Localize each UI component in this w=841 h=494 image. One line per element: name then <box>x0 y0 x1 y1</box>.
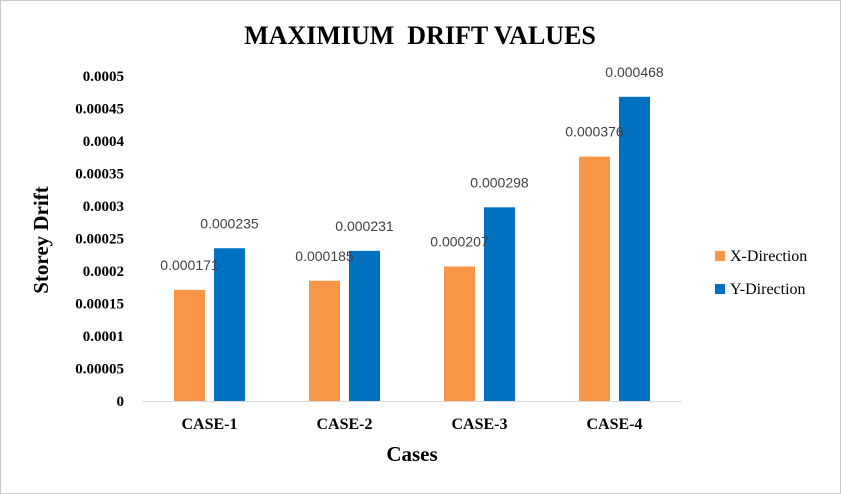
y-tick-label: 0.0004 <box>83 134 125 150</box>
y-tick-label: 0.00045 <box>75 102 124 118</box>
bars <box>174 96 650 402</box>
y-tick-label: 0.0001 <box>83 329 124 345</box>
legend-label: Y-Direction <box>730 281 806 298</box>
x-tick-label: CASE-4 <box>586 416 642 433</box>
x-tick-label: CASE-3 <box>451 416 507 433</box>
data-label: 0.000298 <box>470 174 529 190</box>
data-label: 0.000468 <box>605 64 664 80</box>
data-label: 0.000231 <box>335 218 394 234</box>
bar-y-direction-case-1 <box>214 248 245 401</box>
bar-x-direction-case-3 <box>444 266 475 401</box>
bar-x-direction-case-1 <box>174 289 205 401</box>
y-tick-label: 0.0002 <box>83 264 124 280</box>
x-tick-label: CASE-1 <box>181 416 237 433</box>
x-axis-categories: CASE-1 CASE-2 CASE-3 CASE-4 <box>181 416 642 433</box>
bar-y-direction-case-3 <box>484 207 515 401</box>
data-label: 0.000235 <box>200 215 259 231</box>
bar-x-direction-case-4 <box>579 156 610 401</box>
data-labels: 0.000171 0.000235 0.000185 0.000231 0.000207… <box>160 64 664 273</box>
y-axis-title: Storey Drift <box>29 186 53 294</box>
bar-y-direction-case-4 <box>619 96 650 402</box>
x-tick-label: CASE-2 <box>316 416 372 433</box>
y-tick-label: 0.00025 <box>75 232 124 248</box>
data-label: 0.000171 <box>160 257 219 273</box>
y-tick-label: 0.00005 <box>75 362 124 378</box>
chart-title: MAXIMIUM DRIFT VALUES <box>244 21 596 50</box>
y-tick-label: 0.00015 <box>75 297 124 313</box>
x-axis-title: Cases <box>386 442 437 466</box>
y-tick-label: 0.0003 <box>83 199 124 215</box>
y-axis-ticks: 0 0.00005 0.0001 0.00015 0.0002 0.00025 0.0003… <box>75 69 124 410</box>
data-label: 0.000207 <box>430 233 489 249</box>
data-label: 0.000376 <box>565 124 624 140</box>
bar-x-direction-case-2 <box>309 280 340 401</box>
legend-swatch <box>715 251 725 261</box>
data-label: 0.000185 <box>295 248 354 264</box>
bar-y-direction-case-2 <box>349 250 380 401</box>
legend-label: X-Direction <box>730 248 807 265</box>
y-tick-label: 0 <box>117 394 125 410</box>
y-tick-label: 0.0005 <box>83 69 124 85</box>
legend: X-Direction Y-Direction <box>715 248 807 298</box>
legend-swatch <box>715 284 725 294</box>
y-tick-label: 0.00035 <box>75 167 124 183</box>
